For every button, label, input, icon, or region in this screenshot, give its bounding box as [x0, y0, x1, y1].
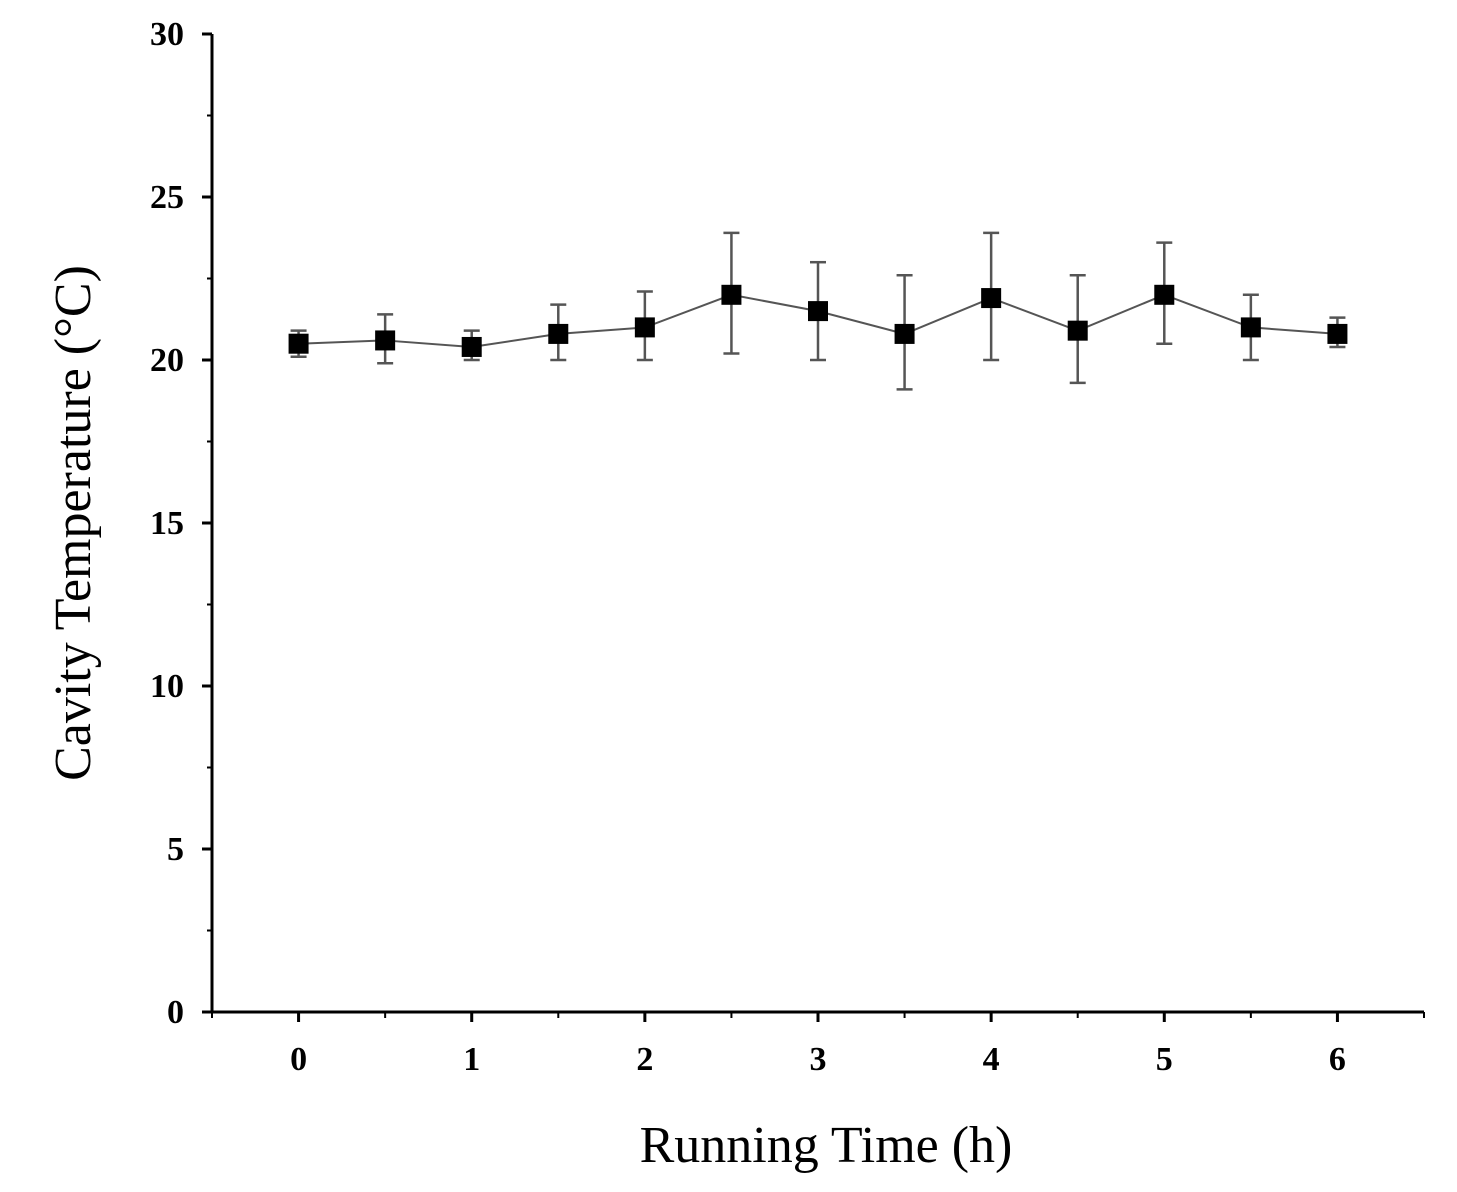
data-point	[1240, 317, 1261, 338]
y-tick-label: 5	[167, 831, 184, 868]
axes: 0 5 10 15 20 25 30 0 1 2 3 4 5 6	[150, 16, 1425, 1078]
data-point	[548, 323, 569, 344]
data-point	[634, 317, 655, 338]
data-series	[288, 231, 1348, 391]
y-tick-label: 30	[150, 16, 184, 53]
data-point	[461, 336, 482, 357]
x-axis-title: Running Time (h)	[640, 1117, 1013, 1174]
y-tick-label: 25	[150, 179, 184, 216]
y-tick-label: 10	[150, 668, 184, 705]
y-tick-label: 15	[150, 505, 184, 542]
data-point	[808, 301, 828, 322]
data-point	[1154, 284, 1175, 305]
x-tick-label: 6	[1329, 1041, 1346, 1078]
data-point	[375, 330, 396, 351]
x-tick-label: 4	[983, 1041, 1000, 1078]
y-tick-label: 20	[150, 342, 184, 379]
x-tick-label: 2	[636, 1041, 653, 1078]
x-tick-label: 3	[810, 1041, 827, 1078]
y-axis-title: Cavity Temperature (°C)	[45, 265, 102, 781]
data-point	[288, 333, 309, 354]
x-tick-label: 1	[463, 1041, 480, 1078]
data-point	[1327, 323, 1348, 344]
data-point	[721, 284, 742, 305]
x-tick-label: 5	[1156, 1041, 1173, 1078]
y-tick-label: 0	[167, 994, 184, 1031]
data-point	[1067, 320, 1088, 341]
x-tick-label: 0	[290, 1041, 307, 1078]
data-point	[894, 323, 915, 344]
data-point	[981, 288, 1002, 309]
